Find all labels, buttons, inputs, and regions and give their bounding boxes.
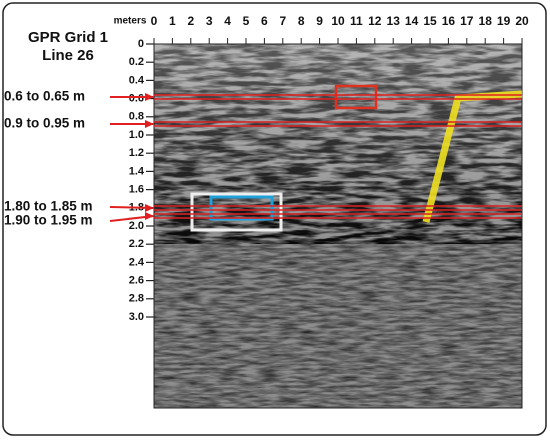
y-tick-label: 0.6 — [129, 93, 144, 105]
y-tick-label: 1.0 — [129, 129, 144, 141]
y-tick-label: 2.4 — [129, 256, 145, 268]
radar-shade — [154, 44, 522, 408]
annotation: 0.9 to 0.95 m — [4, 116, 85, 131]
x-tick-label: 14 — [405, 14, 419, 28]
annotation: 0.6 to 0.65 m — [4, 89, 85, 104]
x-tick-label: 6 — [261, 14, 268, 28]
highlight-box — [209, 195, 274, 221]
x-tick-label: 16 — [442, 14, 456, 28]
x-tick-label: 20 — [515, 14, 529, 28]
y-tick-label: 0.2 — [129, 56, 144, 68]
highlight-box — [190, 192, 283, 232]
x-tick-label: 19 — [497, 14, 511, 28]
annotation: 1.80 to 1.85 m — [4, 199, 93, 214]
x-tick-label: 13 — [387, 14, 401, 28]
y-tick-label: 0.8 — [129, 111, 144, 123]
x-tick-label: 3 — [206, 14, 213, 28]
title: GPR Grid 1 — [28, 29, 108, 46]
x-tick-label: 2 — [187, 14, 194, 28]
x-tick-label: 12 — [368, 14, 382, 28]
x-tick-label: 8 — [298, 14, 305, 28]
x-tick-label: 7 — [279, 14, 286, 28]
x-tick-label: 1 — [169, 14, 176, 28]
y-tick-label: 2.6 — [129, 275, 144, 287]
y-tick-label: 2.8 — [129, 293, 144, 305]
annotation: 1.90 to 1.95 m — [4, 213, 93, 228]
x-tick-label: 10 — [331, 14, 345, 28]
radargram — [153, 43, 523, 409]
arrow-head — [145, 120, 154, 128]
x-tick-label: 11 — [350, 14, 363, 28]
y-tick-label: 0.4 — [129, 74, 145, 86]
x-tick-label: 15 — [423, 14, 437, 28]
y-tick-label: 1.4 — [129, 165, 145, 177]
y-tick-label: 2.2 — [129, 238, 144, 250]
highlight-box — [334, 84, 378, 110]
arrow-head — [145, 212, 154, 220]
x-tick-label: 5 — [243, 14, 250, 28]
x-tick-label: 4 — [224, 14, 231, 28]
y-tick-label: 1.2 — [129, 147, 144, 159]
x-tick-label: 0 — [151, 14, 158, 28]
x-tick-label: 18 — [479, 14, 493, 28]
x-axis-label: meters — [114, 16, 147, 27]
x-tick-label: 17 — [460, 14, 474, 28]
arrow-head — [145, 204, 154, 212]
arrow-head — [145, 93, 154, 101]
y-tick-label: 3.0 — [129, 311, 144, 323]
y-tick-label: 2.0 — [129, 220, 144, 232]
y-tick-label: 0 — [138, 38, 144, 50]
y-tick-label: 1.6 — [129, 184, 144, 196]
title: Line 26 — [42, 47, 94, 64]
x-tick-label: 9 — [316, 14, 323, 28]
